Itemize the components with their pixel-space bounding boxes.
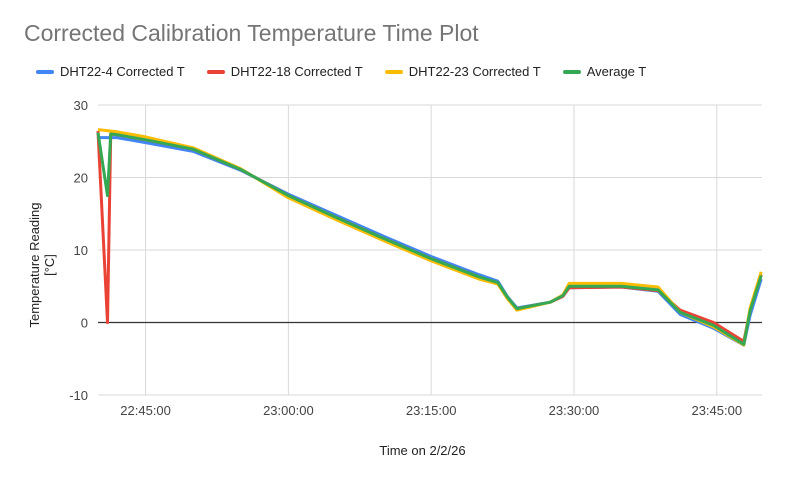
x-tick-label: 22:45:00 (120, 403, 171, 418)
y-tick-label: 30 (74, 98, 88, 113)
legend-label: DHT22-18 Corrected T (230, 64, 363, 79)
series-line-2 (97, 128, 763, 347)
x-tick-label: 23:45:00 (691, 403, 742, 418)
legend-swatch (562, 69, 581, 74)
legend-swatch (384, 69, 403, 74)
chart-title: Corrected Calibration Temperature Time P… (24, 20, 479, 46)
legend-label: Average T (586, 64, 647, 79)
y-tick-label: 20 (74, 171, 88, 186)
x-tick-label: 23:15:00 (406, 403, 457, 418)
legend-item[interactable]: DHT22-4 Corrected T (36, 64, 185, 79)
series-line-3 (96, 132, 763, 346)
legend-label: DHT22-23 Corrected T (408, 64, 541, 79)
legend-swatch (206, 69, 225, 74)
series-line-0 (98, 136, 763, 347)
legend-label: DHT22-4 Corrected T (60, 64, 185, 79)
y-tick-label: 10 (74, 243, 88, 258)
x-tick-label: 23:00:00 (263, 403, 314, 418)
legend: DHT22-4 Corrected T DHT22-18 Corrected T… (36, 64, 646, 79)
y-tick-label: -10 (69, 388, 88, 403)
legend-item[interactable]: DHT22-18 Corrected T (206, 64, 363, 79)
x-axis-label: Time on 2/2/26 (379, 443, 466, 458)
legend-swatch (36, 69, 54, 74)
y-tick-label: 0 (81, 316, 88, 331)
series-line-1 (96, 131, 763, 343)
legend-item[interactable]: Average T (562, 64, 647, 79)
x-tick-label: 23:30:00 (549, 403, 600, 418)
legend-item[interactable]: DHT22-23 Corrected T (384, 64, 541, 79)
